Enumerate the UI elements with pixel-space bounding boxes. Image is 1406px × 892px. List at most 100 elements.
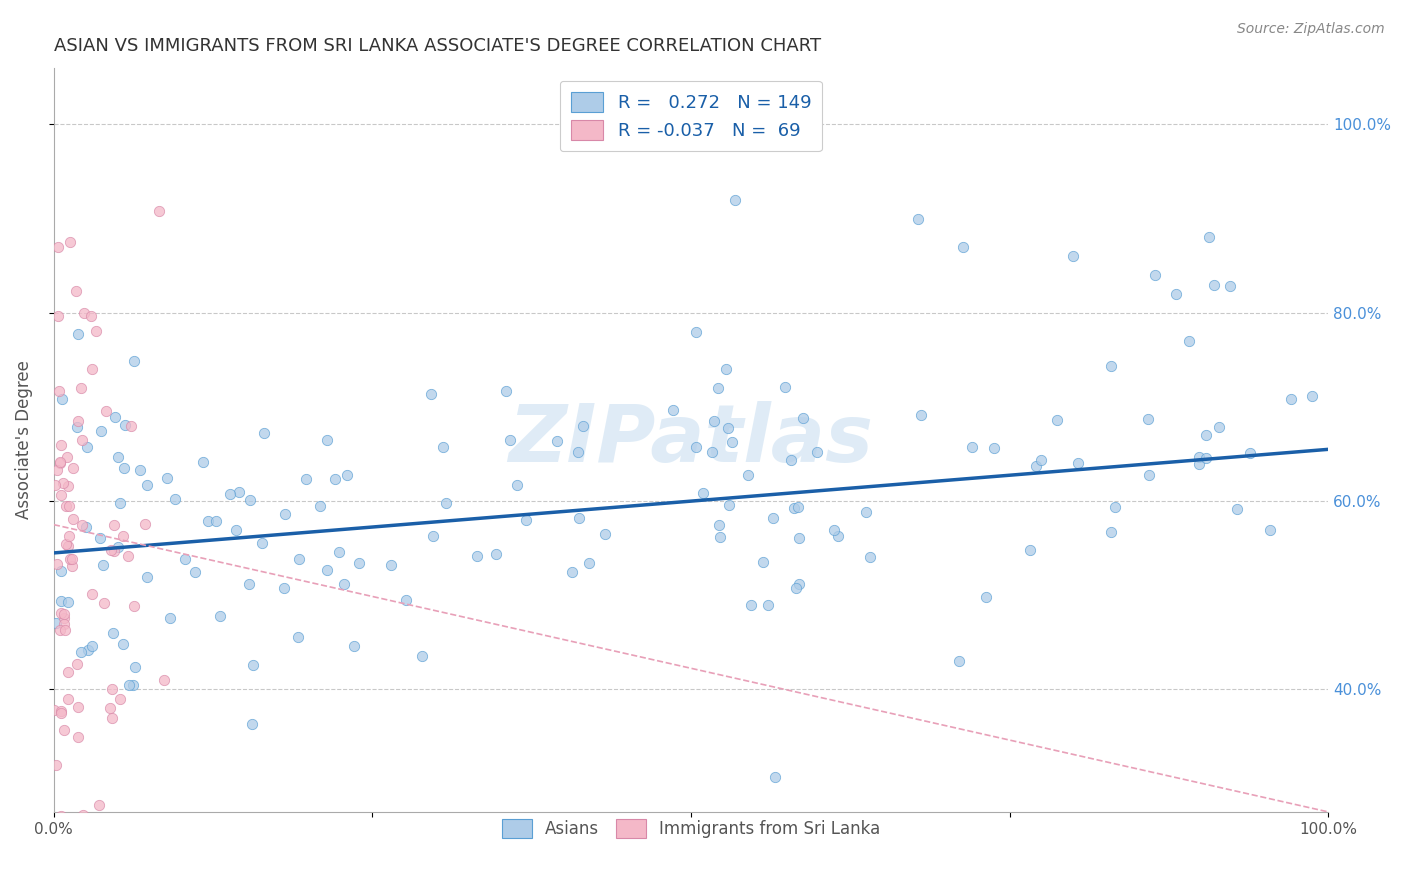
Point [72,807,94,822]
Point [124,660,146,674]
Point [1239,446,1261,460]
Point [65,285,87,299]
Point [129,463,152,477]
Point [709,530,731,544]
Point [740,598,762,612]
Point [1062,249,1084,263]
Point [328,545,350,559]
Point [1301,389,1323,403]
Point [58,665,80,679]
Point [792,411,814,425]
Point [253,425,276,440]
Point [1279,392,1302,406]
Point [1198,230,1220,244]
Point [90,425,112,439]
Point [70,381,93,395]
Point [49,594,72,608]
Point [716,362,738,376]
Point [80,586,103,600]
Point [287,630,309,644]
Point [763,770,786,784]
Point [48,384,70,398]
Point [101,711,124,725]
Point [1067,456,1090,470]
Point [124,354,146,368]
Point [51,564,73,578]
Point [52,723,75,737]
Text: ASIAN VS IMMIGRANTS FROM SRI LANKA ASSOCIATE'S DEGREE CORRELATION CHART: ASIAN VS IMMIGRANTS FROM SRI LANKA ASSOC… [53,37,821,55]
Point [53,624,76,638]
Point [785,581,807,595]
Point [91,558,114,572]
Point [240,717,263,731]
Point [787,500,810,515]
Point [568,511,591,525]
Point [62,512,84,526]
Point [1046,413,1069,427]
Point [49,437,72,451]
Point [49,624,72,638]
Point [910,409,932,423]
Point [336,468,359,483]
Point [55,537,77,551]
Point [962,440,984,454]
Point [51,808,73,822]
Point [66,700,89,714]
Point [1204,277,1226,292]
Point [51,706,73,720]
Point [499,433,522,447]
Legend: Asians, Immigrants from Sri Lanka: Asians, Immigrants from Sri Lanka [495,812,887,845]
Point [159,611,181,625]
Point [51,392,73,407]
Point [67,414,90,428]
Point [58,499,80,513]
Point [783,500,806,515]
Point [121,678,143,692]
Point [495,384,517,398]
Point [72,433,94,447]
Point [411,649,433,664]
Point [173,552,195,566]
Point [1025,458,1047,473]
Point [107,450,129,464]
Point [685,325,707,339]
Point [288,551,311,566]
Point [153,673,176,687]
Point [205,514,228,528]
Point [1099,525,1122,540]
Point [184,565,207,579]
Point [703,414,725,428]
Point [93,596,115,610]
Point [567,444,589,458]
Point [155,471,177,485]
Point [100,542,122,557]
Point [465,549,488,563]
Point [343,639,366,653]
Point [485,547,508,561]
Point [134,517,156,532]
Point [89,532,111,546]
Point [51,487,73,501]
Point [983,441,1005,455]
Point [1136,412,1159,426]
Point [1188,450,1211,464]
Point [692,486,714,500]
Point [273,507,295,521]
Point [1031,452,1053,467]
Point [80,310,103,324]
Point [1099,359,1122,373]
Point [117,549,139,563]
Point [780,452,803,467]
Point [974,590,997,604]
Point [787,576,810,591]
Point [52,607,75,622]
Point [273,581,295,595]
Point [1143,268,1166,282]
Point [724,193,747,207]
Point [84,324,107,338]
Point [1226,502,1249,516]
Point [855,506,877,520]
Point [228,484,250,499]
Point [122,599,145,614]
Point [136,477,159,491]
